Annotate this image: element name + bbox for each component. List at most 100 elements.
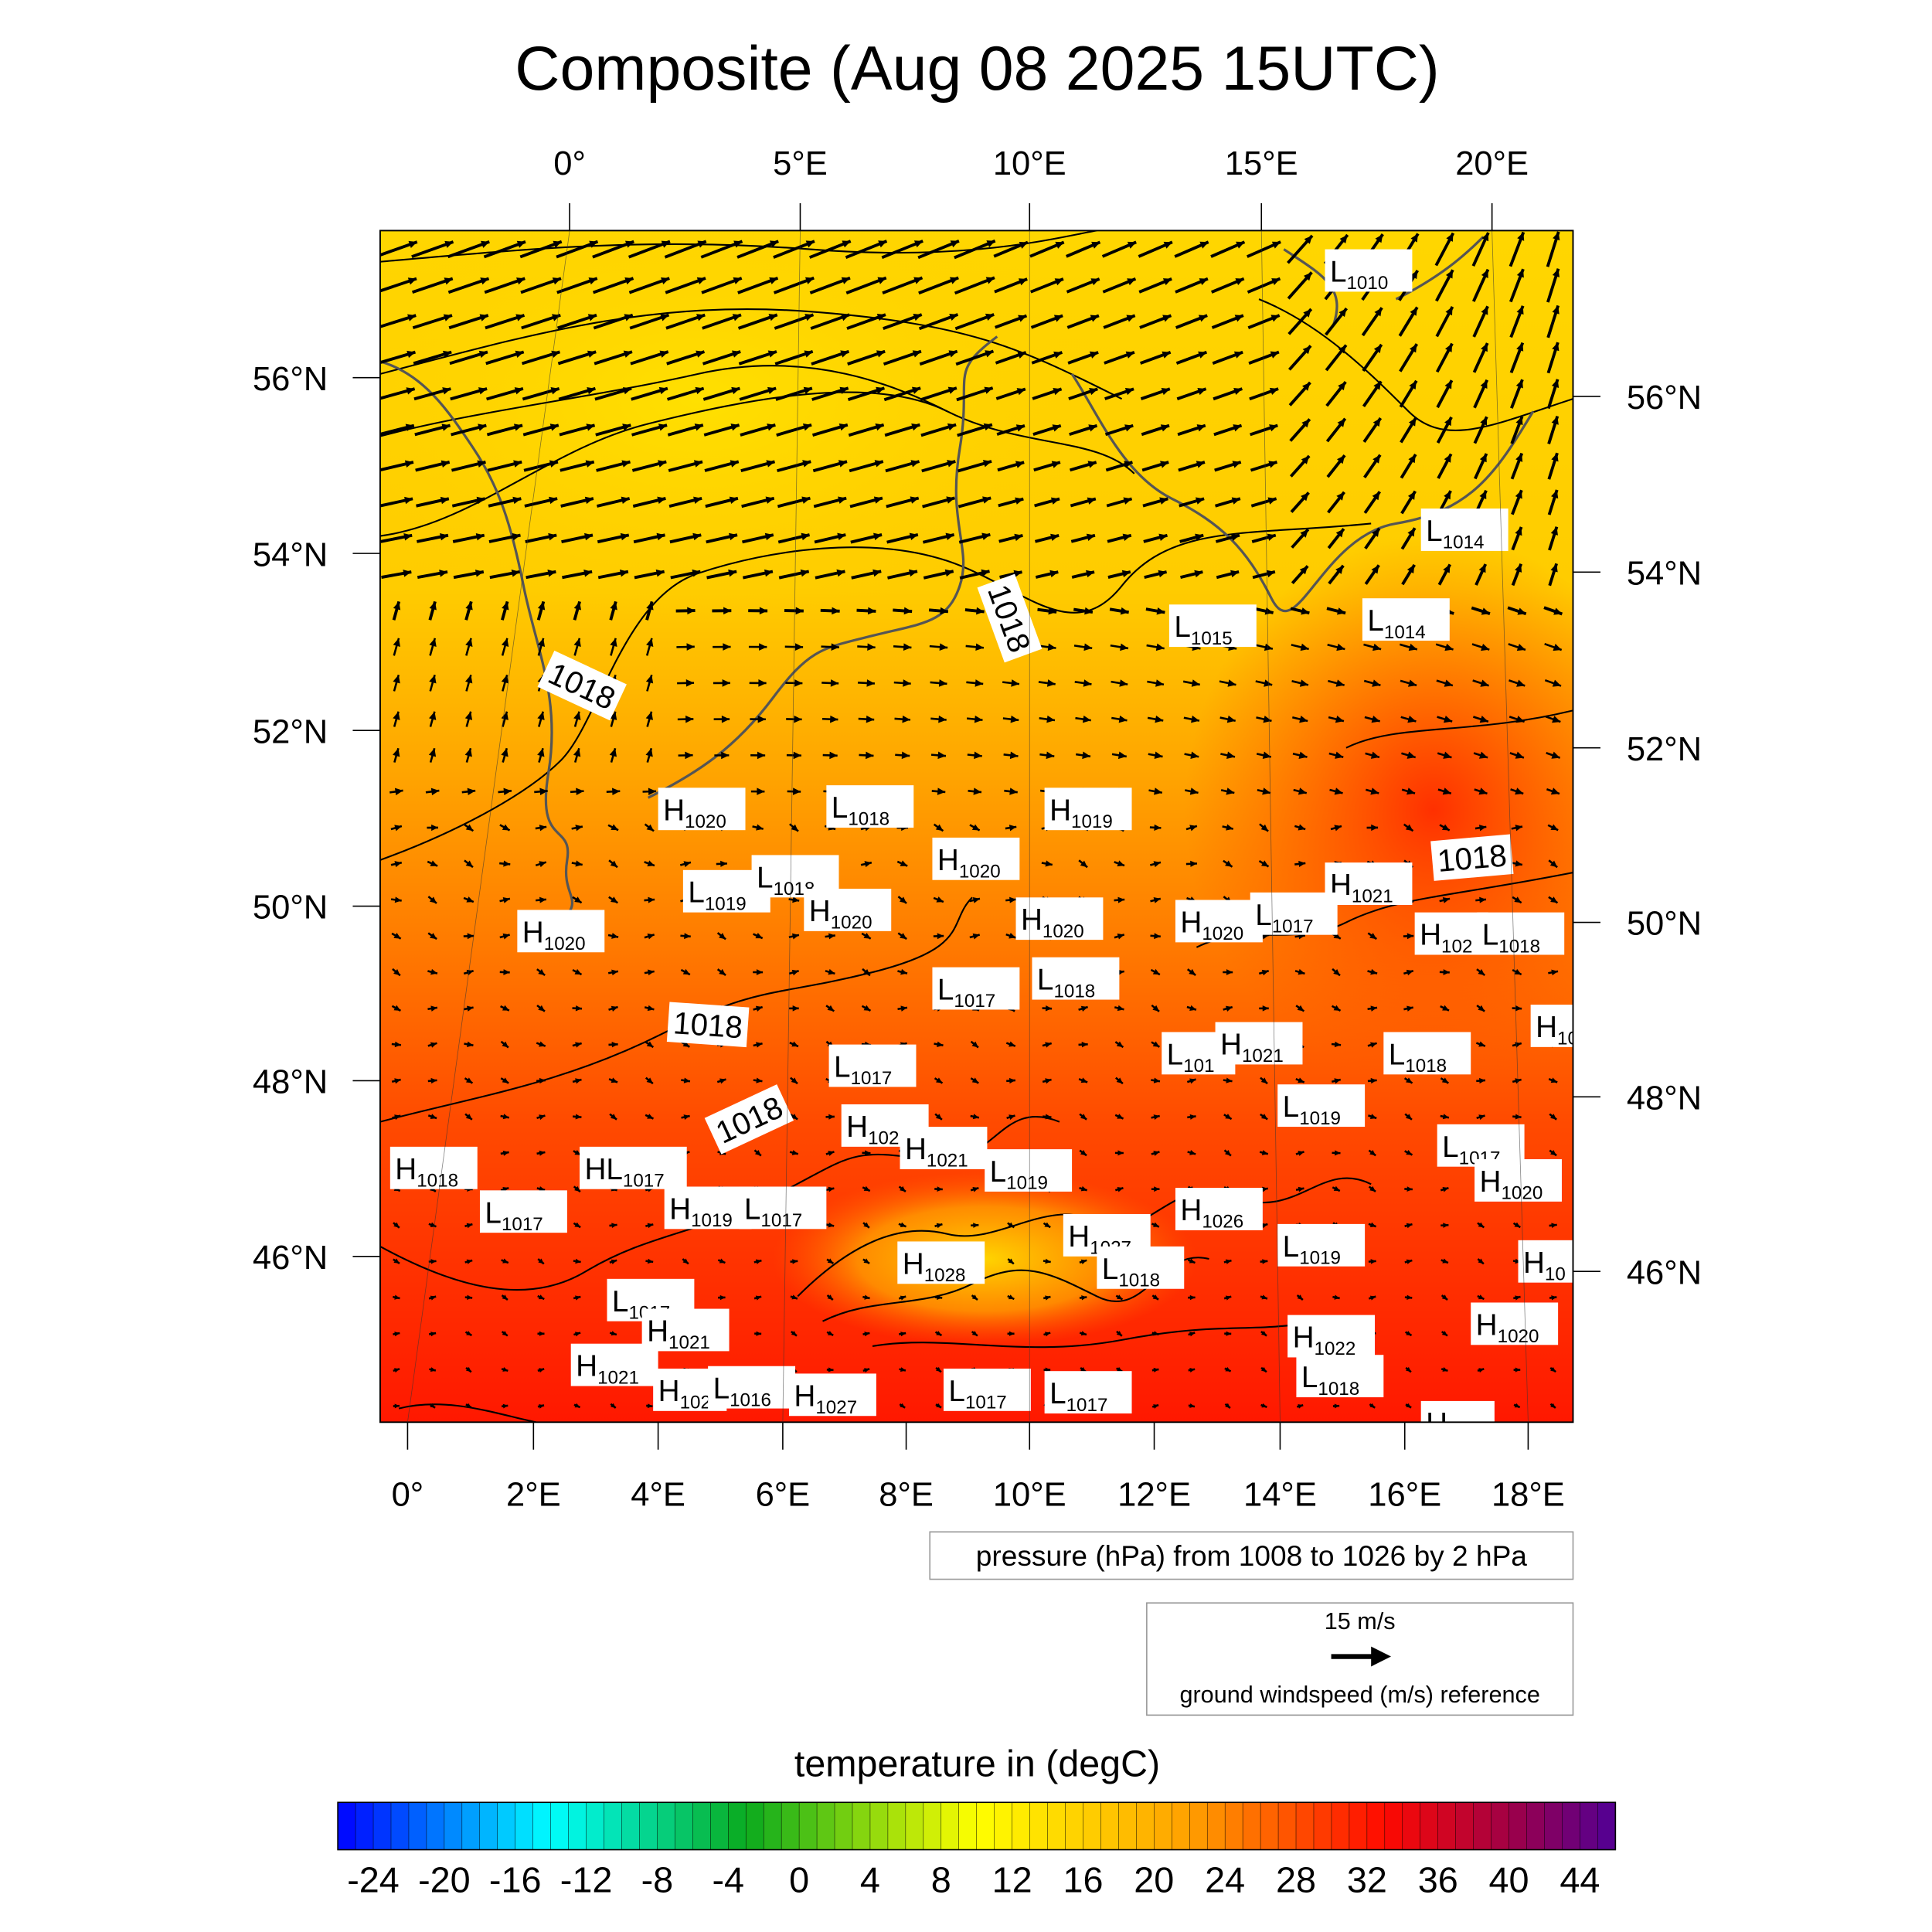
- pressure-center-bg: [1277, 1223, 1366, 1267]
- wind-arrow-head: [394, 1114, 401, 1121]
- pressure-center-bg: [1175, 1188, 1263, 1230]
- wind-arrow-head: [1406, 1294, 1413, 1301]
- left-lat-label: 52°N: [253, 713, 328, 750]
- wind-arrow-head: [502, 896, 510, 903]
- pressure-center-type: L: [834, 1051, 851, 1084]
- wind-arrow-head: [764, 532, 774, 541]
- wind-arrow-head: [685, 751, 693, 760]
- wind-arrow-head: [828, 1222, 835, 1228]
- wind-arrow-head: [430, 1077, 437, 1084]
- pressure-center-type: H: [1180, 906, 1202, 939]
- wind-arrow-head: [539, 787, 548, 796]
- pressure-center-bg: [804, 889, 892, 931]
- figure-title: Composite (Aug 08 2025 15UTC): [515, 34, 1440, 104]
- pressure-center-text: H1020: [1180, 906, 1243, 944]
- wind-arrow-head: [936, 1223, 943, 1229]
- wind-arrow-head: [1303, 272, 1312, 281]
- pressure-center-type: H: [1049, 794, 1071, 827]
- colorbar-tick-label: -24: [347, 1859, 400, 1900]
- wind-arrow-head: [1117, 896, 1125, 903]
- wind-arrow-head: [466, 1259, 473, 1264]
- wind-arrow-head: [693, 460, 703, 468]
- wind-arrow-head: [1159, 497, 1168, 505]
- wind-arrow-head: [1481, 269, 1488, 278]
- pressure-center-type: H: [905, 1133, 927, 1166]
- wind-arrow-head: [1225, 1259, 1232, 1264]
- wind-arrow-head: [694, 423, 703, 431]
- wind-arrow-head: [903, 607, 913, 615]
- wind-arrow-head: [759, 607, 768, 615]
- pressure-center-label: L1017: [1250, 892, 1338, 937]
- wind-arrow-head: [838, 460, 848, 468]
- wind-arrow-head: [539, 896, 546, 903]
- pressure-center-label: L1018: [1383, 1032, 1471, 1077]
- wind-arrow-head: [1269, 424, 1278, 432]
- wind-arrow-head: [1081, 1295, 1087, 1301]
- wind-arrow-head: [697, 240, 706, 248]
- wind-arrow-head: [502, 1114, 509, 1120]
- wind-arrow-head: [827, 1005, 835, 1012]
- wind-arrow-head: [756, 1077, 763, 1083]
- wind-arrow-head: [647, 934, 655, 940]
- wind-arrow-head: [1301, 607, 1310, 615]
- pressure-center-type: H: [669, 1192, 691, 1226]
- pressure-center-value: 1015: [1191, 628, 1233, 649]
- wind-arrow-head: [1262, 933, 1269, 940]
- wind-arrow-head: [802, 423, 812, 431]
- wind-arrow-head: [1080, 1150, 1087, 1156]
- wind-arrow-head: [502, 1150, 509, 1156]
- wind-arrow-head: [682, 968, 690, 975]
- wind-arrow-head: [1443, 969, 1450, 975]
- wind-arrow-head: [467, 1294, 473, 1301]
- pressure-center-value: 1021: [1352, 886, 1393, 907]
- pressure-center-label: L1018: [1296, 1355, 1384, 1400]
- colorbar-bin: [408, 1802, 427, 1850]
- wind-arrow-head: [1080, 1114, 1087, 1120]
- wind-arrow-head: [1083, 679, 1092, 687]
- wind-arrow-head: [974, 751, 982, 760]
- wind-arrow-head: [406, 350, 416, 359]
- wind-arrow-head: [944, 569, 954, 577]
- pressure-center-bg: [1032, 957, 1120, 1000]
- wind-arrow-head: [1118, 715, 1128, 723]
- wind-arrow-head: [1441, 824, 1450, 831]
- pressure-center-value: 1019: [1299, 1247, 1341, 1268]
- wind-arrow-head: [937, 933, 944, 940]
- pressure-center-text: H1020: [1021, 903, 1084, 942]
- top-lon-label: 0°: [553, 145, 586, 182]
- wind-arrow-head: [502, 824, 510, 831]
- wind-arrow-head: [1086, 570, 1095, 578]
- wind-arrow-head: [1153, 1222, 1159, 1227]
- pressure-center-label: H10: [1518, 1240, 1573, 1284]
- wind-arrow-head: [1516, 305, 1524, 315]
- wind-arrow-head: [733, 277, 742, 284]
- pressure-center-bg: [664, 1186, 752, 1230]
- wind-arrow-head: [1302, 345, 1311, 355]
- wind-arrow-head: [827, 1258, 834, 1264]
- pressure-center-label: L1017: [1044, 1371, 1132, 1416]
- wind-arrow-head: [1406, 969, 1413, 976]
- pressure-center-type: L: [1482, 919, 1499, 952]
- colorbar-bin: [710, 1802, 729, 1850]
- wind-arrow-head: [1155, 643, 1165, 651]
- wind-arrow-head: [1046, 715, 1055, 723]
- wind-arrow-head: [1335, 715, 1344, 723]
- wind-arrow-head: [867, 607, 876, 615]
- wind-arrow-head: [1225, 1005, 1233, 1012]
- colorbar-tick-label: 16: [1063, 1859, 1103, 1900]
- wind-arrow-head: [502, 1331, 508, 1336]
- wind-arrow-head: [841, 277, 850, 284]
- wind-arrow-head: [659, 350, 668, 358]
- wind-arrow-head: [656, 532, 665, 541]
- right-lat-label: 48°N: [1627, 1080, 1702, 1117]
- wind-arrow-head: [1269, 387, 1279, 396]
- wind-arrow-head: [827, 1331, 834, 1335]
- wind-arrow-head: [1153, 861, 1161, 868]
- colorbar-bin: [568, 1802, 587, 1850]
- pressure-center-label: L1017: [943, 1368, 1031, 1413]
- wind-arrow-head: [502, 1005, 509, 1011]
- wind-arrow-head: [1162, 315, 1172, 322]
- wind-arrow-head: [866, 751, 874, 760]
- colorbar-bin: [852, 1802, 871, 1850]
- wind-arrow-head: [1551, 453, 1559, 462]
